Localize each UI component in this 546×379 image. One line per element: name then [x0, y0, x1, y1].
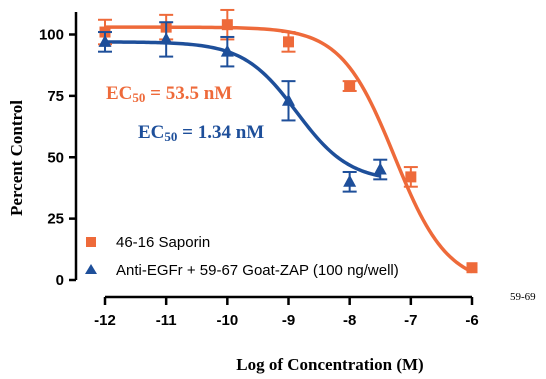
data-point-anti-egfr — [282, 93, 295, 106]
legend-label-anti-egfr: Anti-EGFr + 59-67 Goat-ZAP (100 ng/well) — [116, 262, 399, 279]
x-tick-label: -11 — [156, 312, 177, 329]
legend-marker-anti-egfr — [85, 264, 97, 274]
data-point-saporin — [344, 80, 356, 92]
y-tick-label: 50 — [47, 149, 64, 166]
fit-curve-1 — [104, 40, 381, 178]
axes: 0 25 50 75 100 -12 -11 -10 -9 -8 -7 -6 — [39, 12, 479, 329]
x-tick-label: -10 — [216, 312, 238, 329]
x-tick-label: -9 — [282, 312, 295, 329]
data-points — [98, 8, 478, 274]
data-point-saporin — [283, 36, 294, 48]
y-tick-label: 0 — [56, 272, 64, 289]
data-point-anti-egfr — [343, 174, 357, 187]
legend-marker-saporin — [86, 237, 96, 247]
y-tick-label: 25 — [47, 211, 64, 228]
x-tick-label: -6 — [465, 312, 478, 329]
data-point-anti-egfr — [159, 32, 173, 45]
legend: 46-16 Saporin Anti-EGFr + 59-67 Goat-ZAP… — [85, 234, 399, 279]
x-tick-label: -7 — [404, 312, 417, 329]
figure-code: 59-69 — [510, 291, 536, 303]
ec50-annotation-anti-egfr: EC50 = 1.34 nM — [138, 122, 264, 144]
legend-label-saporin: 46-16 Saporin — [116, 234, 210, 251]
data-point-saporin — [466, 262, 478, 274]
ec50-annotation-saporin: EC50 = 53.5 nM — [106, 83, 232, 105]
data-point-anti-egfr — [373, 162, 387, 175]
data-point-anti-egfr — [220, 44, 234, 57]
y-tick-label: 75 — [47, 88, 64, 105]
x-tick-label: -12 — [94, 312, 116, 329]
x-axis-title: Log of Concentration (M) — [236, 355, 423, 374]
y-tick-label: 100 — [39, 27, 64, 44]
data-point-anti-egfr — [98, 34, 112, 47]
data-point-saporin — [405, 171, 417, 183]
y-axis-title: Percent Control — [7, 100, 26, 216]
data-point-saporin — [221, 19, 233, 31]
x-tick-label: -8 — [343, 312, 356, 329]
